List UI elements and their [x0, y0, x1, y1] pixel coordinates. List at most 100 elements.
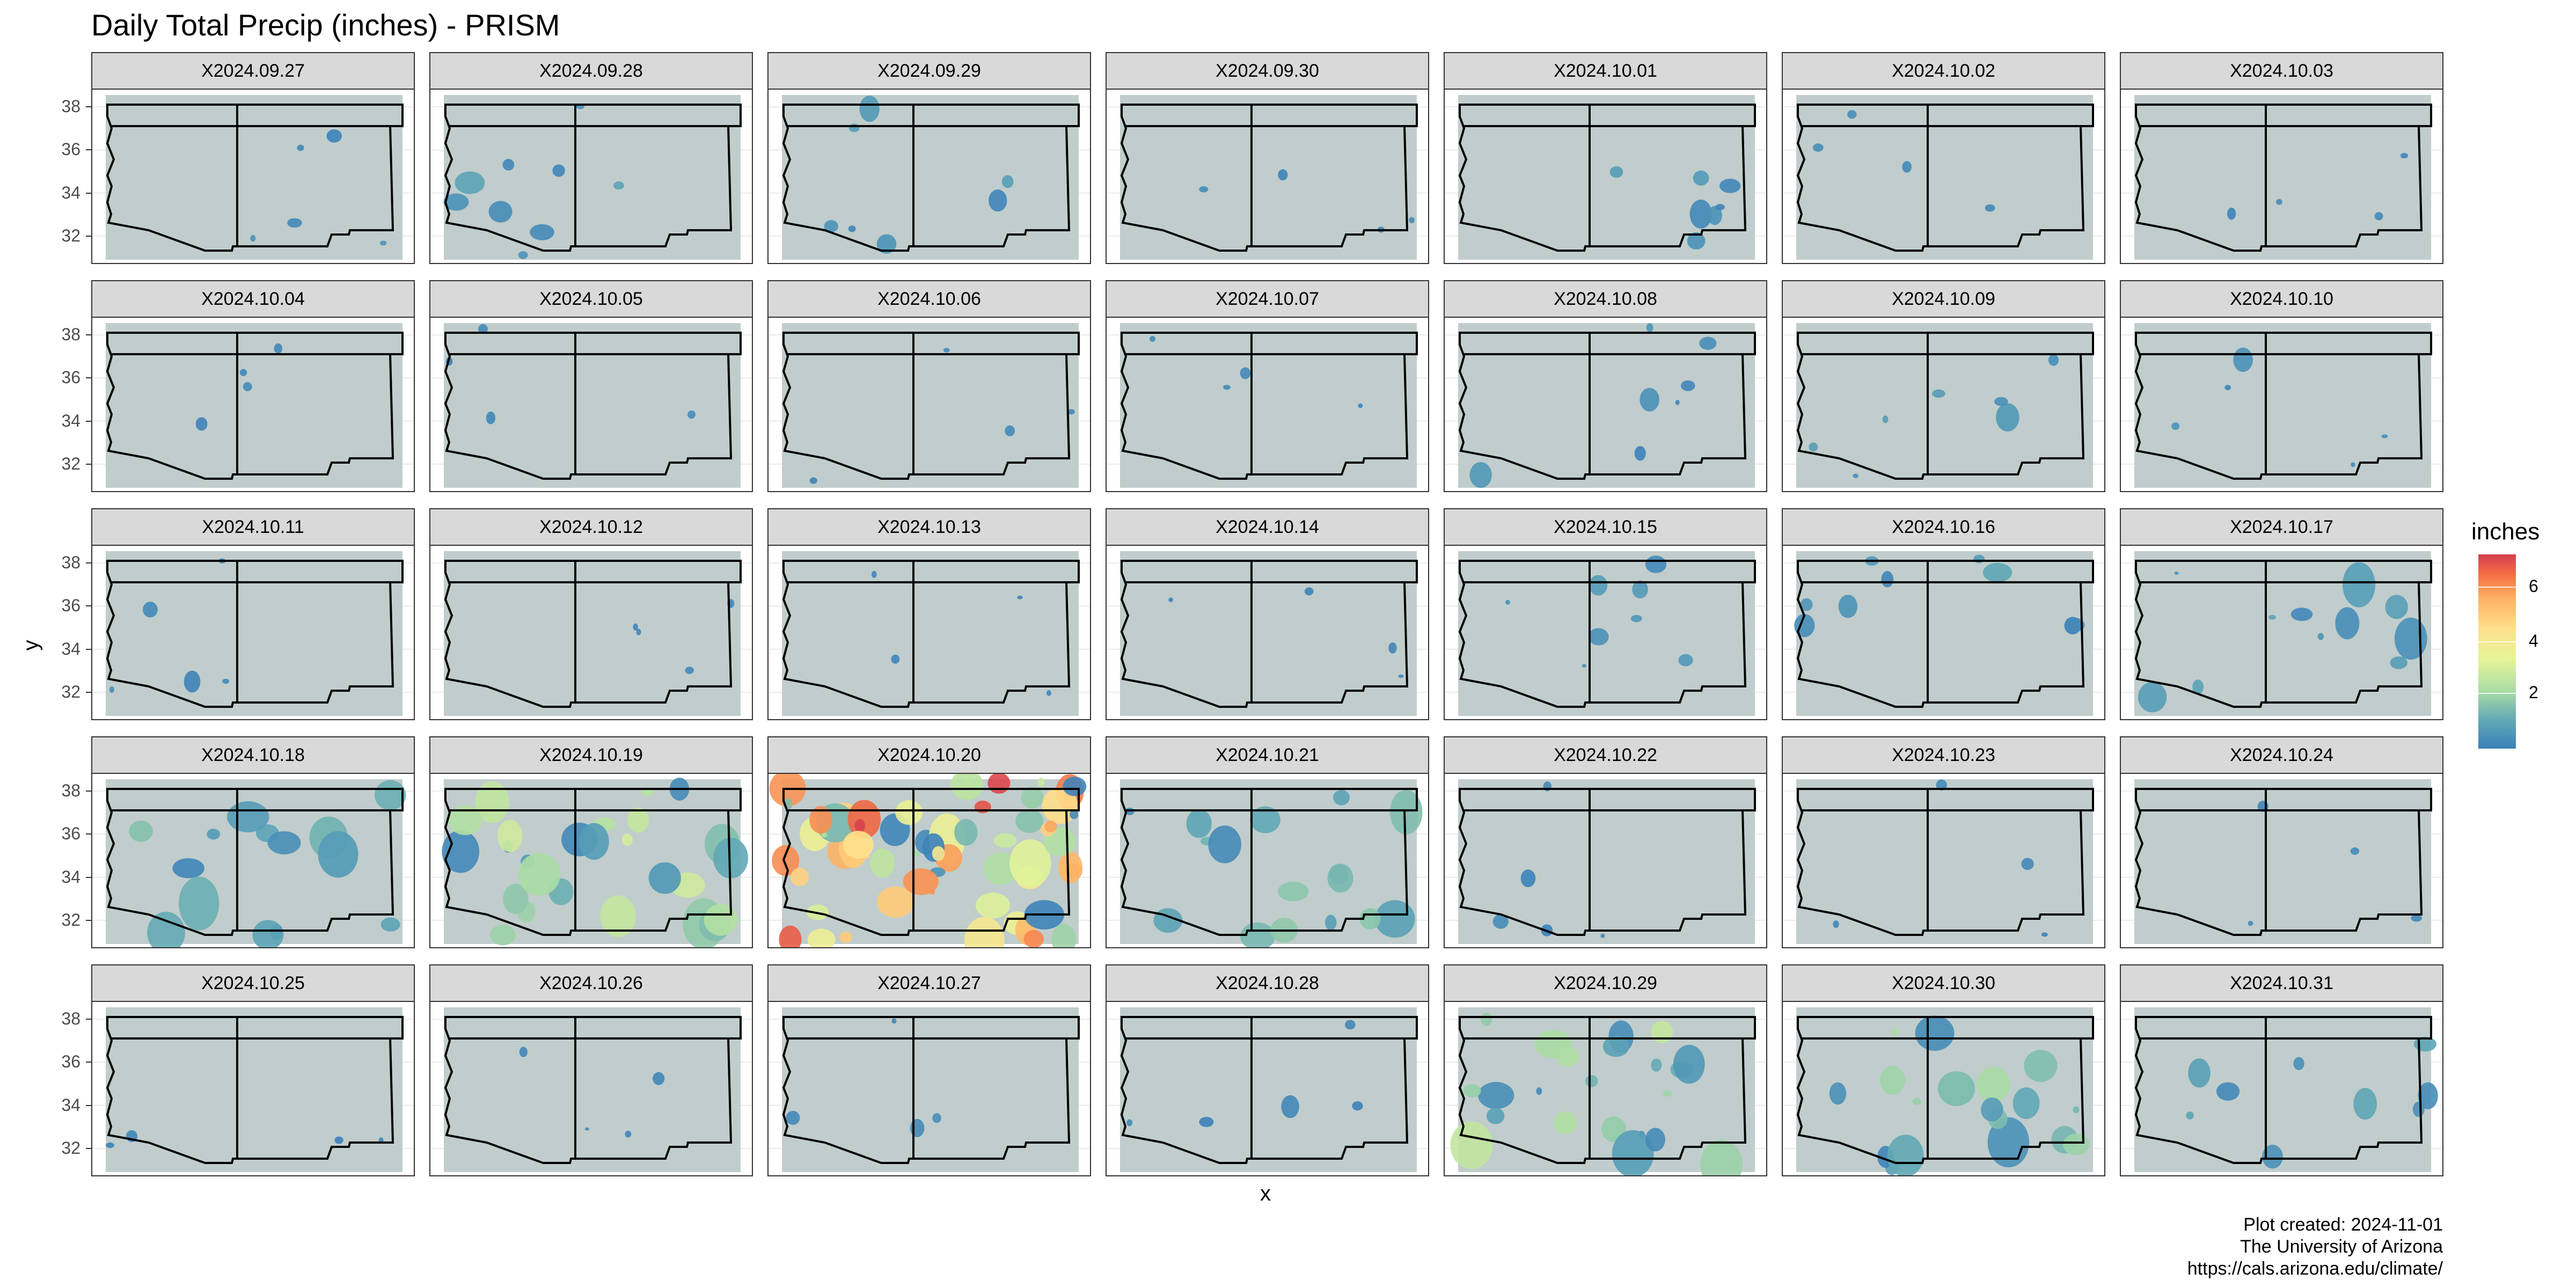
precip-cell — [1278, 169, 1288, 181]
state-outline — [1120, 788, 1418, 936]
state-divider — [1126, 105, 1404, 246]
facet-strip-label: X2024.10.22 — [1444, 736, 1767, 774]
precip-cell — [1469, 462, 1492, 488]
precip-cell — [518, 853, 561, 896]
state-divider — [112, 789, 390, 931]
facet-panel: X2024.10.11 — [91, 508, 415, 720]
precip-cell — [530, 224, 554, 240]
chart-title: Daily Total Precip (inches) - PRISM — [91, 8, 560, 42]
state-outline — [2134, 788, 2432, 936]
precip-cell — [891, 1018, 897, 1024]
facet-map — [1444, 89, 1767, 264]
y-tick-label: 32 — [61, 682, 80, 701]
facet-panel: X2024.10.05 — [429, 280, 753, 492]
state-outline — [1458, 560, 1756, 708]
precip-cell — [1902, 161, 1912, 173]
state-divider — [788, 105, 1066, 246]
precip-cell — [976, 892, 1010, 919]
x-axis-label: x — [1260, 1182, 1271, 1205]
land-area — [1796, 95, 2093, 260]
precip-cell — [579, 823, 609, 860]
facet-strip-label: X2024.10.03 — [2120, 52, 2443, 90]
facet-panel: X2024.10.07 — [1106, 280, 1429, 492]
facet-panel: X2024.10.24 — [2120, 736, 2443, 948]
precip-cell — [252, 920, 284, 947]
facet-map-svg — [1445, 95, 1766, 260]
facet-map-svg — [2121, 779, 2442, 944]
facet-strip-label: X2024.10.05 — [429, 280, 753, 318]
precip-cell — [932, 846, 945, 861]
facet-map — [2120, 89, 2443, 264]
facet-map-svg — [430, 778, 752, 947]
facet-map-svg — [1783, 551, 2104, 716]
state-divider — [788, 789, 1066, 931]
precip-cell — [1609, 166, 1623, 178]
land-area — [1796, 551, 2093, 716]
precip-cell — [848, 123, 860, 133]
y-tick-mark — [86, 648, 91, 650]
precip-cell — [243, 382, 252, 391]
facet-map-svg — [1445, 1007, 1766, 1175]
facet-map-svg — [1445, 779, 1766, 944]
precip-cell — [636, 628, 641, 635]
precip-cell — [1881, 571, 1894, 588]
precip-cell — [854, 819, 866, 833]
precip-cell — [1281, 1095, 1299, 1118]
precip-cell — [1838, 595, 1858, 618]
precip-cell — [1833, 920, 1839, 928]
precip-cell — [1409, 217, 1415, 223]
precip-cell — [943, 348, 950, 353]
land-area — [2134, 95, 2431, 260]
facet-map — [429, 773, 753, 948]
facet-strip-label: X2024.10.23 — [1782, 736, 2105, 774]
precip-cell — [1847, 110, 1857, 119]
y-tick-mark — [86, 420, 91, 422]
precip-cell — [1651, 1058, 1662, 1072]
facet-panel: X2024.09.27 — [91, 52, 415, 264]
state-outline — [1120, 560, 1418, 708]
precip-cell — [1021, 786, 1044, 809]
precip-cell — [142, 602, 158, 618]
facet-panel: X2024.10.09 — [1782, 280, 2105, 492]
state-outline — [782, 788, 1080, 936]
precip-cell — [475, 781, 509, 823]
precip-cell — [334, 1136, 343, 1144]
precip-cell — [2275, 199, 2282, 205]
precip-cell — [1687, 232, 1706, 250]
facet-strip-label: X2024.10.18 — [91, 736, 415, 774]
precip-cell — [2041, 932, 2048, 937]
precip-cell — [2353, 1088, 2377, 1120]
facet-map — [429, 317, 753, 492]
facet-strip-label: X2024.10.12 — [429, 508, 753, 546]
precip-cell — [2293, 1057, 2304, 1070]
precip-cell — [1304, 587, 1314, 596]
precip-cell — [1985, 204, 1995, 212]
precip-cell — [1976, 1066, 2010, 1102]
precip-cell — [2418, 1082, 2438, 1109]
state-divider — [450, 1017, 728, 1159]
y-tick-mark — [86, 1104, 91, 1106]
precip-cell — [1352, 1101, 1363, 1111]
facet-map — [1444, 317, 1767, 492]
precip-cell — [2021, 858, 2034, 870]
precip-cell — [1582, 664, 1587, 668]
precip-cell — [1358, 403, 1363, 408]
precip-cell — [824, 219, 839, 233]
y-tick-mark — [86, 1147, 91, 1149]
facet-map-svg — [92, 551, 414, 716]
y-tick-label: 38 — [61, 97, 80, 116]
precip-cell — [779, 925, 802, 947]
state-outline — [782, 104, 1080, 252]
legend-tickmark — [2478, 641, 2516, 642]
facet-map-svg — [2121, 323, 2442, 488]
precip-cell — [106, 1142, 115, 1148]
precip-cell — [685, 667, 694, 674]
precip-cell — [2385, 595, 2408, 619]
precip-cell — [613, 181, 624, 190]
precip-cell — [2335, 607, 2360, 640]
precip-cell — [1589, 575, 1608, 596]
facet-panel: X2024.10.19 — [429, 736, 753, 948]
facet-panel: X2024.10.02 — [1782, 52, 2105, 264]
facet-strip-label: X2024.10.15 — [1444, 508, 1767, 546]
precip-cell — [713, 838, 749, 879]
